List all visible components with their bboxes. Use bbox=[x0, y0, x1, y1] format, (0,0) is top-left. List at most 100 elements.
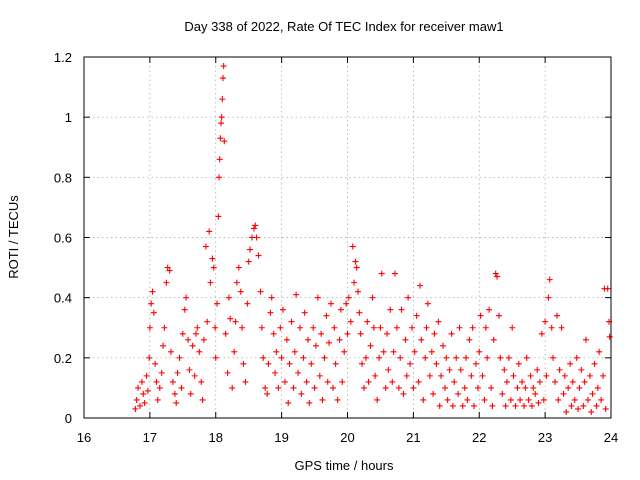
data-point bbox=[490, 336, 497, 343]
data-point bbox=[457, 366, 464, 373]
data-point bbox=[158, 369, 165, 376]
data-point bbox=[349, 243, 356, 250]
data-point bbox=[405, 294, 412, 301]
y-tick-label: 1.2 bbox=[54, 50, 72, 65]
data-point bbox=[455, 390, 462, 397]
data-point bbox=[352, 258, 359, 265]
data-point bbox=[198, 378, 205, 385]
data-point bbox=[507, 396, 514, 403]
data-point bbox=[237, 288, 244, 295]
data-point bbox=[538, 330, 545, 337]
data-point bbox=[290, 384, 297, 391]
data-point bbox=[245, 258, 252, 265]
data-point bbox=[179, 330, 186, 337]
data-point bbox=[215, 213, 222, 220]
data-point bbox=[466, 336, 473, 343]
data-point bbox=[146, 324, 153, 331]
data-point bbox=[304, 336, 311, 343]
data-point bbox=[438, 372, 445, 379]
data-point bbox=[582, 336, 589, 343]
data-point bbox=[367, 342, 374, 349]
data-point bbox=[451, 378, 458, 385]
data-point bbox=[143, 372, 150, 379]
data-point bbox=[584, 396, 591, 403]
data-point bbox=[509, 324, 516, 331]
data-point bbox=[278, 354, 285, 361]
data-point bbox=[202, 243, 209, 250]
data-point bbox=[260, 354, 267, 361]
data-point bbox=[512, 402, 519, 409]
data-point bbox=[542, 318, 549, 325]
data-point bbox=[543, 372, 550, 379]
x-tick-label: 22 bbox=[472, 430, 486, 445]
data-point bbox=[156, 384, 163, 391]
data-point bbox=[385, 366, 392, 373]
data-point bbox=[494, 273, 501, 280]
data-point bbox=[565, 384, 572, 391]
data-point bbox=[586, 372, 593, 379]
data-point bbox=[253, 234, 260, 241]
data-point bbox=[443, 354, 450, 361]
data-point bbox=[267, 309, 274, 316]
chart-title: Day 338 of 2022, Rate Of TEC Index for r… bbox=[184, 19, 503, 34]
data-point bbox=[532, 390, 539, 397]
data-point bbox=[527, 372, 534, 379]
data-point bbox=[397, 354, 404, 361]
data-point bbox=[214, 300, 221, 307]
data-point bbox=[323, 312, 330, 319]
data-point bbox=[149, 288, 156, 295]
data-point bbox=[546, 276, 553, 283]
data-point bbox=[176, 354, 183, 361]
data-point bbox=[364, 318, 371, 325]
data-point bbox=[133, 396, 140, 403]
data-point bbox=[418, 336, 425, 343]
data-point bbox=[244, 300, 251, 307]
data-point bbox=[231, 348, 238, 355]
data-point bbox=[187, 390, 194, 397]
data-point bbox=[355, 288, 362, 295]
data-point bbox=[232, 318, 239, 325]
data-point bbox=[250, 225, 257, 232]
data-point bbox=[380, 348, 387, 355]
data-point bbox=[430, 390, 437, 397]
data-point bbox=[275, 384, 282, 391]
data-point bbox=[218, 114, 225, 121]
data-point bbox=[171, 390, 178, 397]
data-point bbox=[374, 396, 381, 403]
y-tick-label: 0.2 bbox=[54, 351, 72, 366]
data-point bbox=[173, 399, 180, 406]
data-point bbox=[351, 279, 358, 286]
data-point bbox=[181, 306, 188, 313]
data-point bbox=[492, 270, 499, 277]
data-point bbox=[301, 309, 308, 316]
data-point bbox=[403, 372, 410, 379]
data-point bbox=[353, 264, 360, 271]
data-point bbox=[339, 378, 346, 385]
data-point bbox=[523, 354, 530, 361]
data-point bbox=[293, 291, 300, 298]
data-point bbox=[593, 402, 600, 409]
data-point bbox=[316, 372, 323, 379]
data-point bbox=[474, 384, 481, 391]
data-point bbox=[285, 399, 292, 406]
data-point bbox=[433, 360, 440, 367]
data-point bbox=[264, 390, 271, 397]
data-point bbox=[420, 396, 427, 403]
data-point bbox=[240, 360, 247, 367]
data-point bbox=[530, 384, 537, 391]
data-point bbox=[169, 378, 176, 385]
data-point bbox=[295, 369, 302, 376]
data-point bbox=[435, 318, 442, 325]
data-point bbox=[558, 324, 565, 331]
data-point bbox=[150, 309, 157, 316]
data-point bbox=[303, 378, 310, 385]
data-point bbox=[369, 294, 376, 301]
data-point bbox=[426, 372, 433, 379]
data-point bbox=[424, 300, 431, 307]
data-point bbox=[376, 354, 383, 361]
y-tick-label: 0.4 bbox=[54, 291, 72, 306]
data-point bbox=[360, 384, 367, 391]
data-point bbox=[580, 402, 587, 409]
data-point bbox=[217, 135, 224, 142]
data-point bbox=[589, 390, 596, 397]
